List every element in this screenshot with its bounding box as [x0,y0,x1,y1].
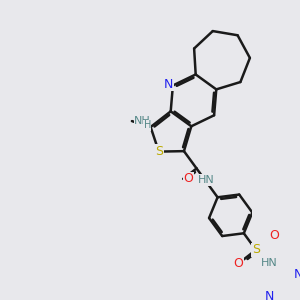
Text: H: H [144,120,151,130]
Text: HN: HN [261,258,278,268]
Text: N: N [164,77,173,91]
Text: N: N [293,268,300,281]
Text: S: S [252,243,260,256]
Text: O: O [269,230,279,242]
Text: N: N [264,290,274,300]
Text: NH: NH [134,116,151,125]
Text: S: S [155,145,163,158]
Text: O: O [233,257,243,270]
Text: HN: HN [198,175,214,185]
Text: O: O [183,172,193,185]
